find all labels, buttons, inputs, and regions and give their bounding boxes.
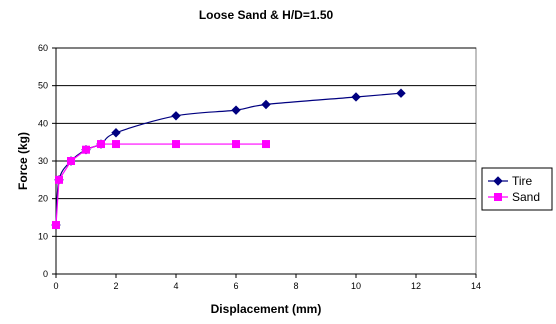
y-tick-label: 60	[38, 43, 48, 53]
x-tick-label: 0	[53, 281, 58, 291]
x-axis-label: Displacement (mm)	[211, 302, 322, 316]
y-tick-labels: 0 10 20 30 40 50 60	[38, 43, 48, 279]
x-tick-label: 8	[293, 281, 298, 291]
series-sand	[52, 140, 270, 230]
data-point	[172, 140, 180, 149]
data-point	[396, 88, 406, 98]
x-tick-label: 14	[471, 281, 481, 291]
series-layer	[51, 88, 406, 230]
data-point	[67, 157, 75, 165]
legend-swatch-marker	[493, 176, 503, 186]
legend-swatch-marker	[494, 193, 502, 201]
data-point	[111, 128, 121, 138]
x-tick-label: 12	[411, 281, 421, 291]
data-point	[231, 105, 241, 115]
data-point	[52, 221, 60, 230]
x-tick-label: 4	[173, 281, 178, 291]
legend-box	[481, 167, 553, 211]
data-point	[112, 140, 120, 149]
y-tick-label: 40	[38, 118, 48, 128]
y-axis-label: Force (kg)	[16, 132, 30, 190]
axes	[52, 47, 477, 278]
data-point	[97, 140, 105, 149]
data-point	[261, 99, 271, 110]
legend-item-sand: Sand	[488, 190, 540, 204]
y-tick-label: 0	[43, 269, 48, 279]
y-tick-label: 30	[38, 156, 48, 166]
x-tick-label: 2	[113, 281, 118, 291]
data-point	[55, 175, 63, 184]
data-point	[171, 111, 181, 121]
chart-title: Loose Sand & H/D=1.50	[199, 8, 334, 22]
data-point	[82, 145, 90, 154]
x-tick-label: 6	[233, 281, 238, 291]
legend-label: Sand	[512, 190, 540, 204]
y-tick-label: 10	[38, 231, 48, 241]
data-point	[262, 140, 270, 149]
y-tick-label: 20	[38, 194, 48, 204]
legend-item-tire: Tire	[488, 174, 533, 188]
legend: Tire Sand	[481, 167, 553, 211]
y-tick-label: 50	[38, 81, 48, 91]
x-tick-label: 10	[351, 281, 361, 291]
data-point	[232, 140, 240, 149]
grid	[56, 47, 476, 237]
x-tick-labels: 0 2 4 6 8 10 12 14	[53, 281, 481, 291]
data-point	[351, 92, 361, 102]
legend-label: Tire	[512, 174, 533, 188]
